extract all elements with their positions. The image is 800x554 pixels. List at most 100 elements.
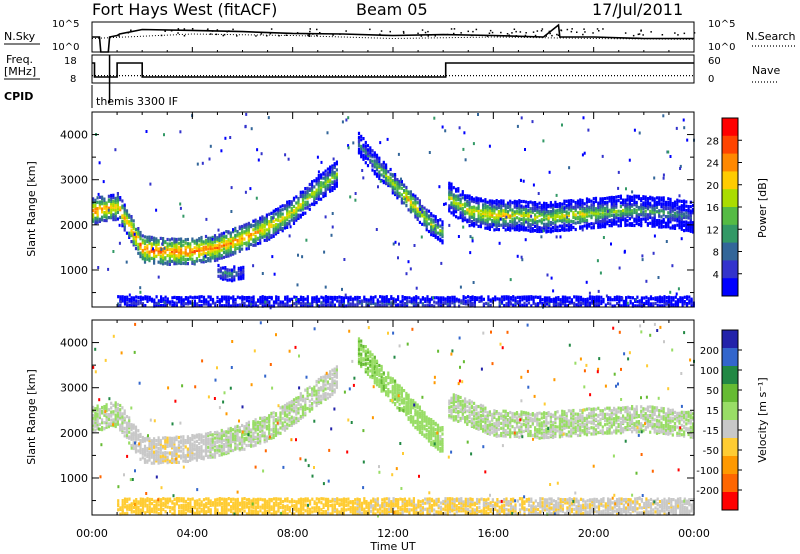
echo-cell-band-0: [234, 229, 237, 233]
echo-cell-scatter: [683, 126, 686, 130]
echo-cell-band-0: [202, 255, 205, 259]
echo-cell-band-1: [434, 215, 437, 219]
echo-cell-band-4: [284, 302, 287, 306]
echo-cell-band-2: [653, 202, 656, 206]
echo-cell-band-0: [162, 260, 165, 264]
echo-cell-band-0: [96, 414, 99, 418]
echo-cell-band-3: [233, 278, 236, 282]
echo-cell-band-4: [437, 296, 440, 300]
echo-cell-band-0: [270, 436, 273, 440]
echo-cell-band-0: [297, 216, 300, 220]
echo-cell-band-2: [561, 205, 564, 210]
echo-cell-band-2: [531, 206, 534, 210]
echo-cell-band-4: [419, 300, 422, 304]
echo-cell-band-1: [425, 225, 428, 229]
echo-cell-band-2: [610, 224, 613, 228]
echo-cell-band-0: [320, 181, 323, 185]
echo-cell-scatter: [273, 272, 276, 276]
echo-cell-band-2: [520, 209, 523, 213]
echo-cell-band-2: [601, 219, 604, 223]
echo-cell-band-4: [128, 303, 131, 307]
echo-cell-band-2: [683, 203, 686, 207]
echo-cell-band-0: [232, 439, 235, 444]
echo-cell-band-0: [241, 241, 244, 245]
echo-cell-band-0: [195, 458, 198, 462]
echo-cell-band-4: [505, 302, 508, 306]
echo-cell-band-4: [448, 296, 452, 300]
echo-cell-band-4: [245, 304, 248, 308]
echo-cell-band-0: [98, 416, 101, 420]
echo-cell-band-2: [468, 224, 471, 228]
echo-cell-band-0: [198, 433, 201, 437]
echo-cell-band-0: [292, 216, 296, 221]
echo-cell-band-2: [640, 211, 643, 215]
echo-cell-band-0: [274, 224, 278, 228]
echo-cell-band-1: [364, 154, 367, 158]
echo-cell-scatter: [255, 196, 258, 200]
echo-cell-band-0: [333, 186, 336, 191]
echo-cell-scatter: [680, 237, 683, 241]
echo-cell-band-0: [324, 177, 327, 182]
echo-cell-scatter: [623, 250, 626, 254]
echo-cell-band-0: [261, 223, 264, 227]
echo-cell-band-0: [193, 259, 196, 264]
echo-cell-band-4: [460, 301, 463, 305]
echo-cell-band-0: [304, 407, 307, 411]
echo-cell-band-1: [394, 192, 397, 197]
echo-cell-band-0: [256, 222, 259, 226]
echo-cell-band-1: [385, 165, 388, 170]
echo-cell-band-0: [123, 213, 126, 217]
echo-cell-band-2: [667, 219, 670, 223]
echo-cell-band-0: [263, 221, 266, 225]
echo-cell-band-0: [213, 455, 217, 459]
echo-cell-band-0: [105, 406, 108, 410]
echo-cell-scatter: [588, 291, 591, 295]
echo-cell-band-1: [418, 220, 421, 224]
echo-cell-band-1: [389, 167, 392, 172]
echo-cell-band-2: [687, 216, 690, 220]
echo-cell-scatter: [669, 155, 672, 158]
echo-cell-band-0: [173, 254, 176, 258]
echo-cell-band-1: [409, 206, 412, 211]
echo-cell-band-4: [683, 300, 686, 304]
echo-cell-band-2: [554, 211, 557, 215]
echo-cell-band-0: [295, 420, 298, 425]
echo-cell-band-0: [329, 187, 332, 191]
echo-cell-band-0: [101, 210, 104, 214]
echo-cell-band-0: [162, 256, 165, 260]
echo-cell-band-2: [545, 226, 548, 230]
echo-cell-band-2: [524, 214, 528, 218]
echo-cell-band-0: [177, 454, 180, 458]
echo-cell-band-0: [263, 417, 266, 422]
echo-cell-band-2: [491, 199, 494, 203]
echo-cell-band-0: [166, 237, 169, 242]
echo-cell-band-0: [286, 215, 289, 219]
echo-cell-band-4: [248, 303, 251, 307]
nsky-sample: [427, 30, 429, 33]
echo-cell-scatter: [679, 164, 682, 168]
echo-cell-band-2: [459, 211, 462, 215]
echo-cell-band-1: [396, 187, 399, 191]
echo-cell-band-2: [649, 201, 652, 205]
echo-cell-band-0: [324, 193, 327, 198]
nsky-sample: [380, 30, 383, 32]
echo-cell-band-2: [520, 211, 523, 215]
echo-cell-band-0: [112, 195, 115, 200]
echo-cell-band-4: [286, 295, 289, 299]
echo-cell-band-0: [116, 210, 119, 214]
echo-cell-band-2: [671, 218, 674, 222]
nsky-sample: [226, 31, 228, 33]
echo-cell-band-4: [318, 299, 321, 303]
echo-cell-band-2: [527, 205, 530, 209]
echo-cell-band-4: [406, 299, 409, 303]
echo-cell-band-2: [606, 200, 609, 204]
echo-cell-band-0: [213, 450, 217, 454]
echo-cell-band-0: [333, 162, 336, 166]
nsky-sample: [164, 30, 166, 32]
echo-cell-band-2: [597, 211, 600, 215]
echo-cell-band-4: [530, 297, 533, 301]
echo-cell-scatter: [284, 153, 287, 157]
echo-cell-band-0: [171, 460, 174, 464]
echo-cell-band-4: [588, 295, 592, 299]
echo-cell-band-0: [202, 250, 205, 254]
